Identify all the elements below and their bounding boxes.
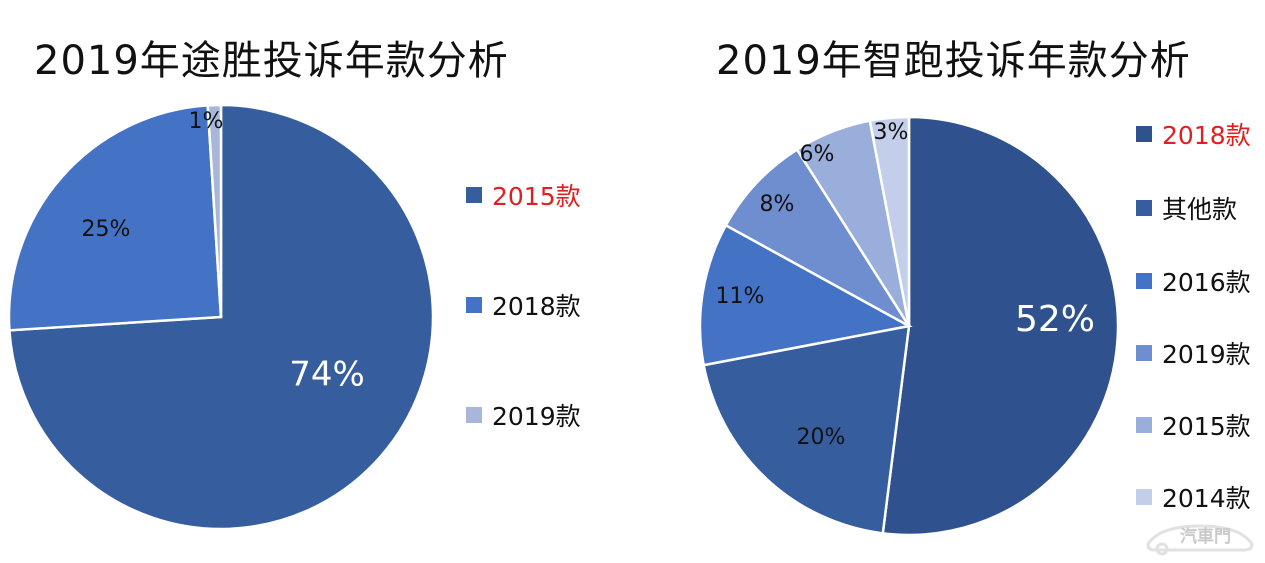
legend-label: 其他款: [1162, 195, 1238, 224]
legend-label: 2018款: [492, 292, 581, 321]
legend-swatch: [466, 187, 482, 203]
legend-item-1-2: 2016款: [1136, 263, 1251, 299]
data-label-1-5: 3%: [874, 120, 909, 145]
pie-slice-1-1: [702, 324, 911, 535]
data-label-0-1: 25%: [82, 217, 131, 242]
legend-label: 2014款: [1162, 484, 1251, 513]
legend-label: 2019款: [492, 402, 581, 431]
pie-slice-1-3: [724, 147, 911, 328]
legend-item-0-1: 2018款: [466, 287, 581, 323]
pie-slice-1-5: [868, 115, 911, 327]
legend-swatch: [1136, 417, 1152, 433]
pie-slice-0-1: [7, 104, 223, 332]
legend-swatch: [1136, 200, 1152, 216]
data-label-1-1: 20%: [797, 425, 846, 450]
legend-item-1-3: 2019款: [1136, 335, 1251, 371]
legend-item-1-4: 2015款: [1136, 407, 1251, 443]
legend-swatch: [1136, 489, 1152, 505]
legend-label: 2016款: [1162, 268, 1251, 297]
pie-slice-0-2: [206, 103, 223, 318]
data-label-0-2: 1%: [189, 109, 224, 134]
data-label-1-2: 11%: [716, 284, 765, 309]
watermark-text: 汽車門: [1180, 527, 1231, 547]
legend-item-1-5: 2014款: [1136, 479, 1251, 515]
legend-swatch: [466, 297, 482, 313]
legend-swatch: [466, 407, 482, 423]
data-label-0-0: 74%: [289, 355, 365, 395]
data-label-1-0: 52%: [1015, 299, 1095, 340]
legend-label: 2015款: [492, 182, 581, 211]
legend-item-1-0: 2018款: [1136, 116, 1251, 152]
watermark-logo: [1146, 524, 1254, 556]
legend-label: 2018款: [1162, 121, 1251, 150]
legend-item-0-0: 2015款: [466, 177, 581, 213]
data-label-1-4: 6%: [800, 142, 835, 167]
legend-swatch: [1136, 345, 1152, 361]
legend-label: 2015款: [1162, 412, 1251, 441]
chart-title-sportage: 2019年智跑投诉年款分析: [716, 38, 1191, 84]
data-label-1-3: 8%: [760, 192, 795, 217]
legend-label: 2019款: [1162, 340, 1251, 369]
legend-swatch: [1136, 126, 1152, 142]
legend-item-0-2: 2019款: [466, 397, 581, 433]
chart-title-tucson: 2019年途胜投诉年款分析: [34, 38, 509, 84]
legend-item-1-1: 其他款: [1136, 190, 1237, 226]
pie-slice-1-2: [698, 223, 913, 367]
legend-swatch: [1136, 273, 1152, 289]
pie-slice-1-0: [881, 115, 1120, 537]
